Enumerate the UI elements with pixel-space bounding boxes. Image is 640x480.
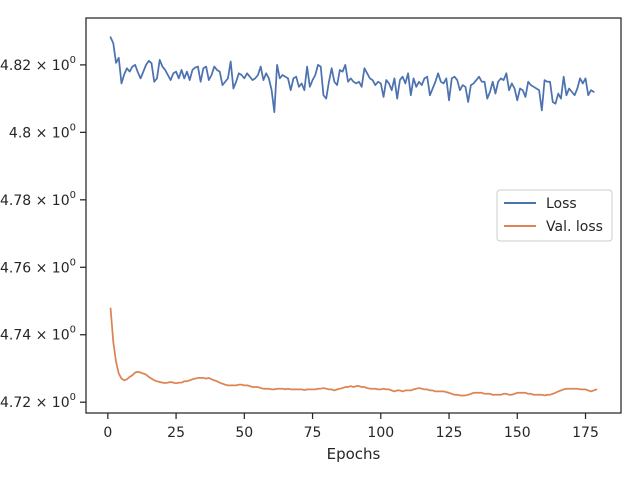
y-tick-label: 4.8 × 100: [9, 122, 76, 141]
y-tick-label: 4.72 × 100: [0, 392, 76, 411]
x-tick-label: 25: [167, 425, 185, 441]
y-tick-label: 4.76 × 100: [0, 257, 76, 276]
x-axis: 0 25 50 75 100 125 150 175: [103, 413, 599, 441]
y-axis: 4.72 × 100 4.74 × 100 4.76 × 100 4.78 × 100…: [0, 55, 86, 411]
x-tick-label: 175: [572, 425, 599, 441]
x-tick-label: 50: [235, 425, 253, 441]
legend-label-val-loss: Val. loss: [546, 219, 603, 235]
series-layer: [109, 36, 598, 397]
x-tick-label: 0: [103, 425, 112, 441]
y-tick-label: 4.78 × 100: [0, 190, 76, 209]
y-tick-label: 4.82 × 100: [0, 55, 76, 74]
x-tick-label: 100: [367, 425, 394, 441]
y-tick-label: 4.74 × 100: [0, 325, 76, 344]
plot-frame: [85, 17, 622, 414]
series-line-loss: [109, 36, 595, 113]
x-tick-label: 125: [436, 425, 463, 441]
x-axis-title: Epochs: [327, 445, 381, 463]
x-tick-label: 75: [304, 425, 322, 441]
x-tick-label: 150: [504, 425, 531, 441]
legend-label-loss: Loss: [546, 196, 577, 212]
legend: Loss Val. loss: [496, 189, 613, 242]
series-line-val-loss: [109, 307, 598, 397]
